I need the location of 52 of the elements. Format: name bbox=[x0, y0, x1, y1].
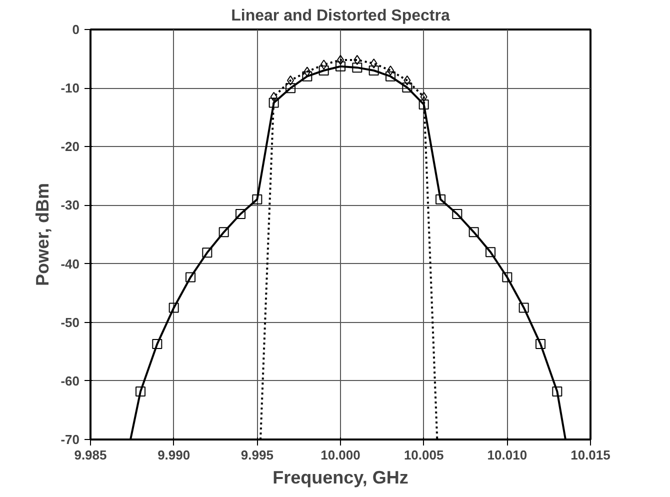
point bbox=[152, 339, 162, 350]
y-tick-label: -70 bbox=[60, 432, 80, 447]
point bbox=[336, 61, 346, 72]
y-tick-label: -20 bbox=[60, 139, 80, 154]
point bbox=[318, 66, 329, 76]
point bbox=[320, 60, 328, 70]
point bbox=[354, 54, 361, 65]
point bbox=[420, 92, 428, 102]
point bbox=[486, 247, 496, 258]
point bbox=[218, 227, 229, 238]
point bbox=[352, 62, 362, 73]
y-tick-label: -60 bbox=[60, 373, 80, 388]
point bbox=[536, 339, 546, 350]
point bbox=[268, 98, 279, 108]
y-tick-label: -10 bbox=[60, 80, 80, 96]
x-tick-label: 10.005 bbox=[404, 448, 444, 462]
y-tick-label: 0 bbox=[72, 22, 80, 37]
point bbox=[436, 194, 446, 204]
y-tick-label: -40 bbox=[60, 256, 80, 272]
point bbox=[387, 66, 394, 76]
point bbox=[136, 386, 146, 396]
x-tick-label: 9.995 bbox=[240, 448, 274, 462]
y-axis-title: Power, dBm bbox=[32, 182, 53, 286]
point bbox=[186, 272, 196, 282]
y-tick-label: -50 bbox=[60, 314, 80, 330]
point bbox=[386, 71, 396, 82]
point bbox=[202, 248, 212, 258]
point bbox=[286, 83, 296, 94]
point bbox=[168, 302, 179, 313]
x-tick-label: 10.010 bbox=[487, 448, 528, 462]
point bbox=[236, 209, 246, 219]
x-tick-label: 10.000 bbox=[320, 448, 360, 462]
point bbox=[518, 302, 529, 313]
x-axis-title: Frequency, GHz bbox=[272, 468, 408, 488]
point bbox=[304, 66, 311, 77]
x-tick-label: 9.985 bbox=[74, 448, 107, 462]
y-tick-label: -30 bbox=[60, 198, 80, 213]
point bbox=[404, 75, 411, 86]
x-tick-label: 10.015 bbox=[570, 448, 610, 462]
point bbox=[302, 71, 312, 82]
point bbox=[502, 272, 512, 282]
point bbox=[418, 99, 429, 110]
point bbox=[368, 66, 379, 76]
point bbox=[270, 92, 278, 102]
point bbox=[370, 58, 378, 68]
point bbox=[452, 209, 462, 219]
point bbox=[402, 82, 412, 92]
point bbox=[252, 194, 262, 204]
x-tick-label: 9.990 bbox=[158, 448, 190, 462]
point bbox=[468, 227, 479, 238]
chart-title: Linear and Distorted Spectra bbox=[231, 8, 450, 24]
point bbox=[552, 386, 562, 396]
